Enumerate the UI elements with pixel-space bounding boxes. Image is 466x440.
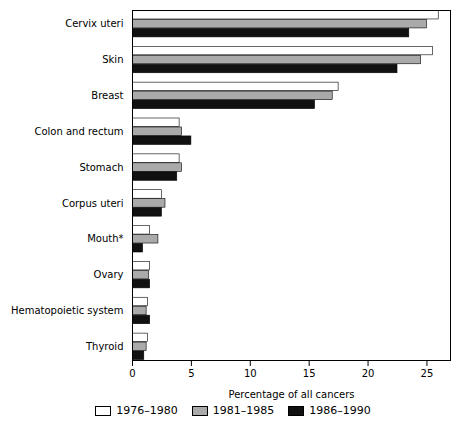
svg-text:Hematopoietic system: Hematopoietic system <box>11 305 124 316</box>
svg-text:25: 25 <box>421 368 434 379</box>
svg-text:Mouth*: Mouth* <box>87 233 123 244</box>
svg-text:Colon and rectum: Colon and rectum <box>34 126 123 137</box>
svg-text:Corpus uteri: Corpus uteri <box>62 198 124 209</box>
svg-text:5: 5 <box>188 368 194 379</box>
html-text:1986–1990: 1986–1990 <box>309 404 371 417</box>
svg-text:20: 20 <box>362 368 375 379</box>
svg-text:Thyroid: Thyroid <box>85 341 124 352</box>
svg-text:Cervix uteri: Cervix uteri <box>65 18 123 29</box>
svg-text:Breast: Breast <box>91 90 123 101</box>
svg-text:15: 15 <box>303 368 316 379</box>
html-text:1981–1985: 1981–1985 <box>212 404 275 417</box>
svg-text:Stomach: Stomach <box>79 162 123 173</box>
svg-text:0: 0 <box>129 368 135 379</box>
svg-text:10: 10 <box>244 368 257 379</box>
svg-text:Ovary: Ovary <box>94 269 124 280</box>
svg-text:Percentage of all cancers: Percentage of all cancers <box>228 389 354 400</box>
html-text:1976–1980: 1976–1980 <box>116 404 178 417</box>
svg-text:Skin: Skin <box>102 54 123 65</box>
